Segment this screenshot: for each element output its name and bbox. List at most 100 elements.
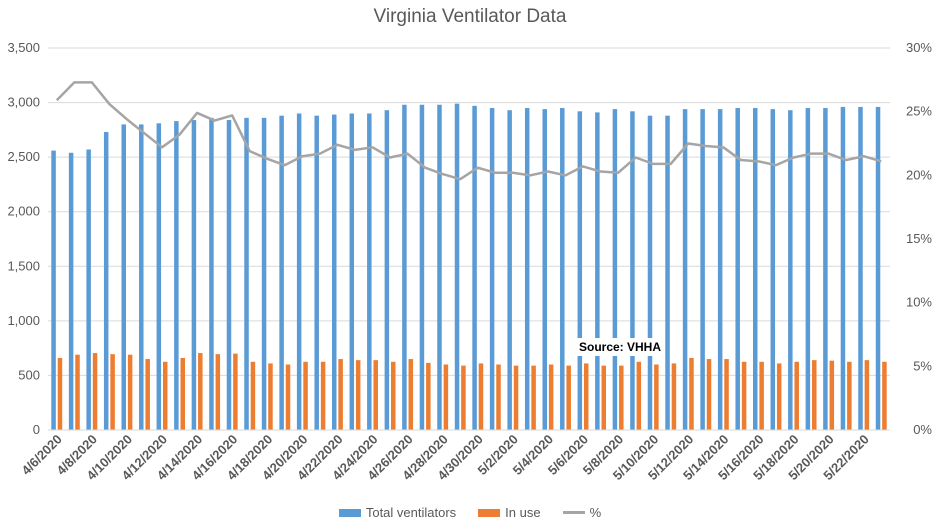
bar-total-ventilators (560, 108, 565, 431)
legend-swatch-pct (562, 511, 585, 514)
bar-total-ventilators (682, 109, 688, 431)
bar-in-use (303, 361, 308, 430)
y2-tick-label: 30% (906, 40, 932, 55)
bar-in-use (443, 364, 449, 430)
bar-in-use (426, 362, 431, 430)
bar-in-use (162, 361, 168, 430)
legend-item-pct: % (562, 505, 602, 520)
bar-in-use (496, 364, 501, 430)
bar-in-use (548, 364, 554, 430)
bar-in-use (847, 361, 852, 430)
bar-total-ventilators (875, 106, 881, 431)
bar-in-use (601, 365, 607, 430)
y-tick-label: 500 (18, 367, 40, 382)
y2-tick-label: 5% (913, 358, 932, 373)
bar-in-use (233, 353, 238, 430)
bar-total-ventilators (612, 109, 618, 431)
bar-in-use (391, 361, 396, 430)
bar-in-use (741, 361, 747, 430)
bar-in-use (706, 359, 712, 430)
bar-in-use (180, 357, 186, 430)
bar-in-use (636, 361, 642, 430)
bar-in-use (513, 365, 519, 430)
bar-total-ventilators (717, 109, 723, 431)
bar-in-use (198, 353, 203, 430)
bar-in-use (75, 354, 80, 430)
bar-total-ventilators (577, 111, 583, 430)
bar-in-use (478, 363, 484, 430)
line-series (55, 81, 882, 181)
bar-in-use (320, 361, 326, 430)
legend-item-in-use: In use (478, 505, 541, 520)
y-tick-label: 3,000 (7, 95, 40, 110)
bar-series (51, 103, 887, 431)
bar-in-use (250, 361, 256, 430)
bar-in-use (776, 363, 782, 430)
bar-total-ventilators (735, 108, 740, 431)
y2-tick-label: 25% (906, 104, 932, 119)
bar-total-ventilators (226, 120, 232, 430)
legend-label-total: Total ventilators (365, 505, 457, 520)
bar-in-use (794, 361, 799, 430)
bar-total-ventilators (437, 104, 442, 431)
y-tick-label: 2,500 (7, 149, 40, 164)
bar-in-use (882, 361, 887, 430)
bar-total-ventilators (296, 113, 302, 430)
legend: Total ventilators In use % (0, 505, 940, 520)
bar-total-ventilators (419, 104, 425, 431)
line-pct (55, 81, 882, 181)
bar-in-use (127, 354, 133, 430)
bar-total-ventilators (840, 106, 846, 431)
bar-in-use (92, 353, 98, 430)
y-tick-label: 1,000 (7, 313, 40, 328)
bar-total-ventilators (823, 108, 828, 431)
legend-label-in-use: In use (505, 505, 541, 520)
y2-tick-label: 20% (906, 167, 932, 182)
y2-tick-label: 15% (906, 231, 932, 246)
bar-total-ventilators (51, 150, 56, 430)
bar-in-use (566, 365, 571, 430)
bar-total-ventilators (279, 115, 284, 430)
bar-total-ventilators (156, 123, 162, 431)
bar-total-ventilators (595, 112, 600, 430)
bar-in-use (57, 357, 63, 430)
bar-in-use (759, 361, 764, 430)
bar-total-ventilators (524, 108, 530, 431)
bar-in-use (145, 359, 150, 430)
chart-plot: 0 500 1,000 1,500 2,000 2,500 3,000 3,500 0% 5% 10… (7, 40, 932, 483)
bar-total-ventilators (121, 124, 126, 431)
y-tick-label: 1,500 (7, 258, 40, 273)
bar-total-ventilators (174, 121, 179, 430)
bar-total-ventilators (139, 124, 144, 431)
bar-total-ventilators (244, 117, 249, 430)
bar-total-ventilators (507, 110, 512, 430)
bar-total-ventilators (542, 109, 547, 431)
bar-total-ventilators (805, 108, 811, 431)
bar-total-ventilators (454, 103, 460, 431)
bar-total-ventilators (384, 110, 390, 430)
bar-total-ventilators (191, 120, 197, 430)
bar-total-ventilators (630, 111, 635, 430)
bar-in-use (724, 359, 729, 430)
bar-total-ventilators (261, 117, 267, 430)
bar-in-use (812, 360, 817, 430)
bar-in-use (689, 357, 694, 430)
bar-in-use (355, 360, 361, 430)
bar-total-ventilators (752, 108, 758, 431)
legend-label-pct: % (589, 505, 602, 520)
bar-in-use (373, 360, 378, 430)
legend-swatch-in-use (478, 508, 501, 517)
bar-total-ventilators (788, 110, 793, 430)
bar-total-ventilators (103, 132, 109, 431)
bar-total-ventilators (665, 115, 670, 430)
bar-total-ventilators (68, 152, 74, 430)
bar-in-use (285, 364, 291, 430)
bar-total-ventilators (349, 113, 355, 430)
bar-total-ventilators (367, 113, 372, 430)
legend-item-total: Total ventilators (338, 505, 457, 520)
y-tick-label: 0 (33, 422, 40, 437)
bar-total-ventilators (770, 109, 776, 431)
y-tick-label: 3,500 (7, 40, 40, 55)
bar-total-ventilators (209, 117, 214, 430)
y2-tick-label: 0% (913, 422, 932, 437)
